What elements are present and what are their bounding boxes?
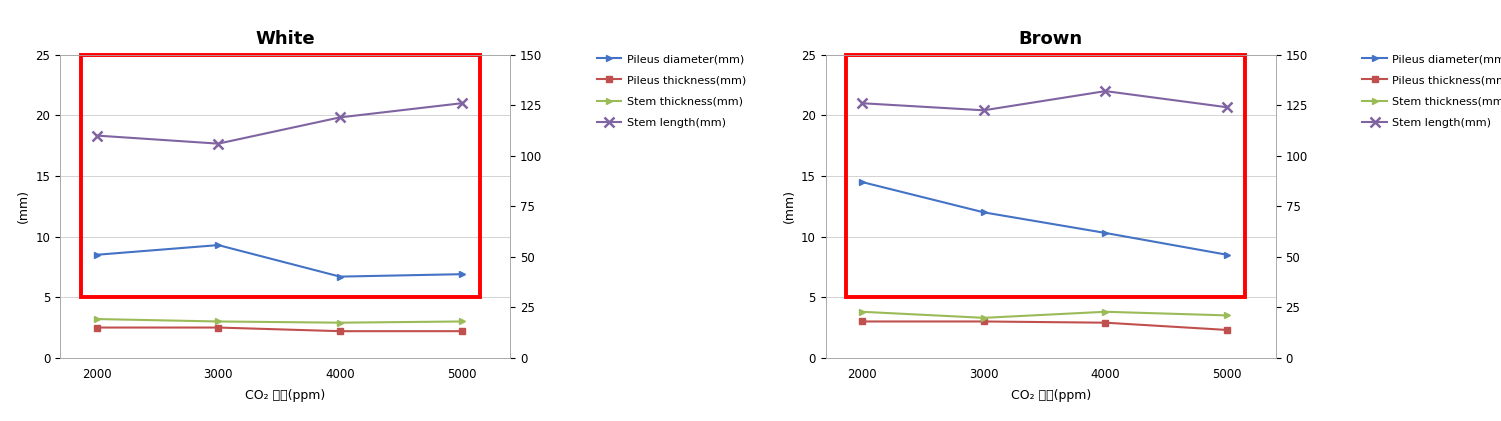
Title: White: White xyxy=(255,29,315,48)
X-axis label: CO₂ 농도(ppm): CO₂ 농도(ppm) xyxy=(1010,389,1091,402)
Y-axis label: (mm): (mm) xyxy=(782,189,796,223)
Legend: Pileus diameter(mm), Pileus thickness(mm), Stem thickness(mm), Stem length(mm): Pileus diameter(mm), Pileus thickness(mm… xyxy=(597,54,746,128)
Bar xyxy=(847,55,1246,297)
X-axis label: CO₂ 농도(ppm): CO₂ 농도(ppm) xyxy=(245,389,326,402)
Legend: Pileus diameter(mm), Pileus thickness(mm), Stem thickness(mm), Stem length(mm): Pileus diameter(mm), Pileus thickness(mm… xyxy=(1363,54,1501,128)
Y-axis label: (mm): (mm) xyxy=(17,189,30,223)
Title: Brown: Brown xyxy=(1019,29,1082,48)
Bar xyxy=(81,55,480,297)
